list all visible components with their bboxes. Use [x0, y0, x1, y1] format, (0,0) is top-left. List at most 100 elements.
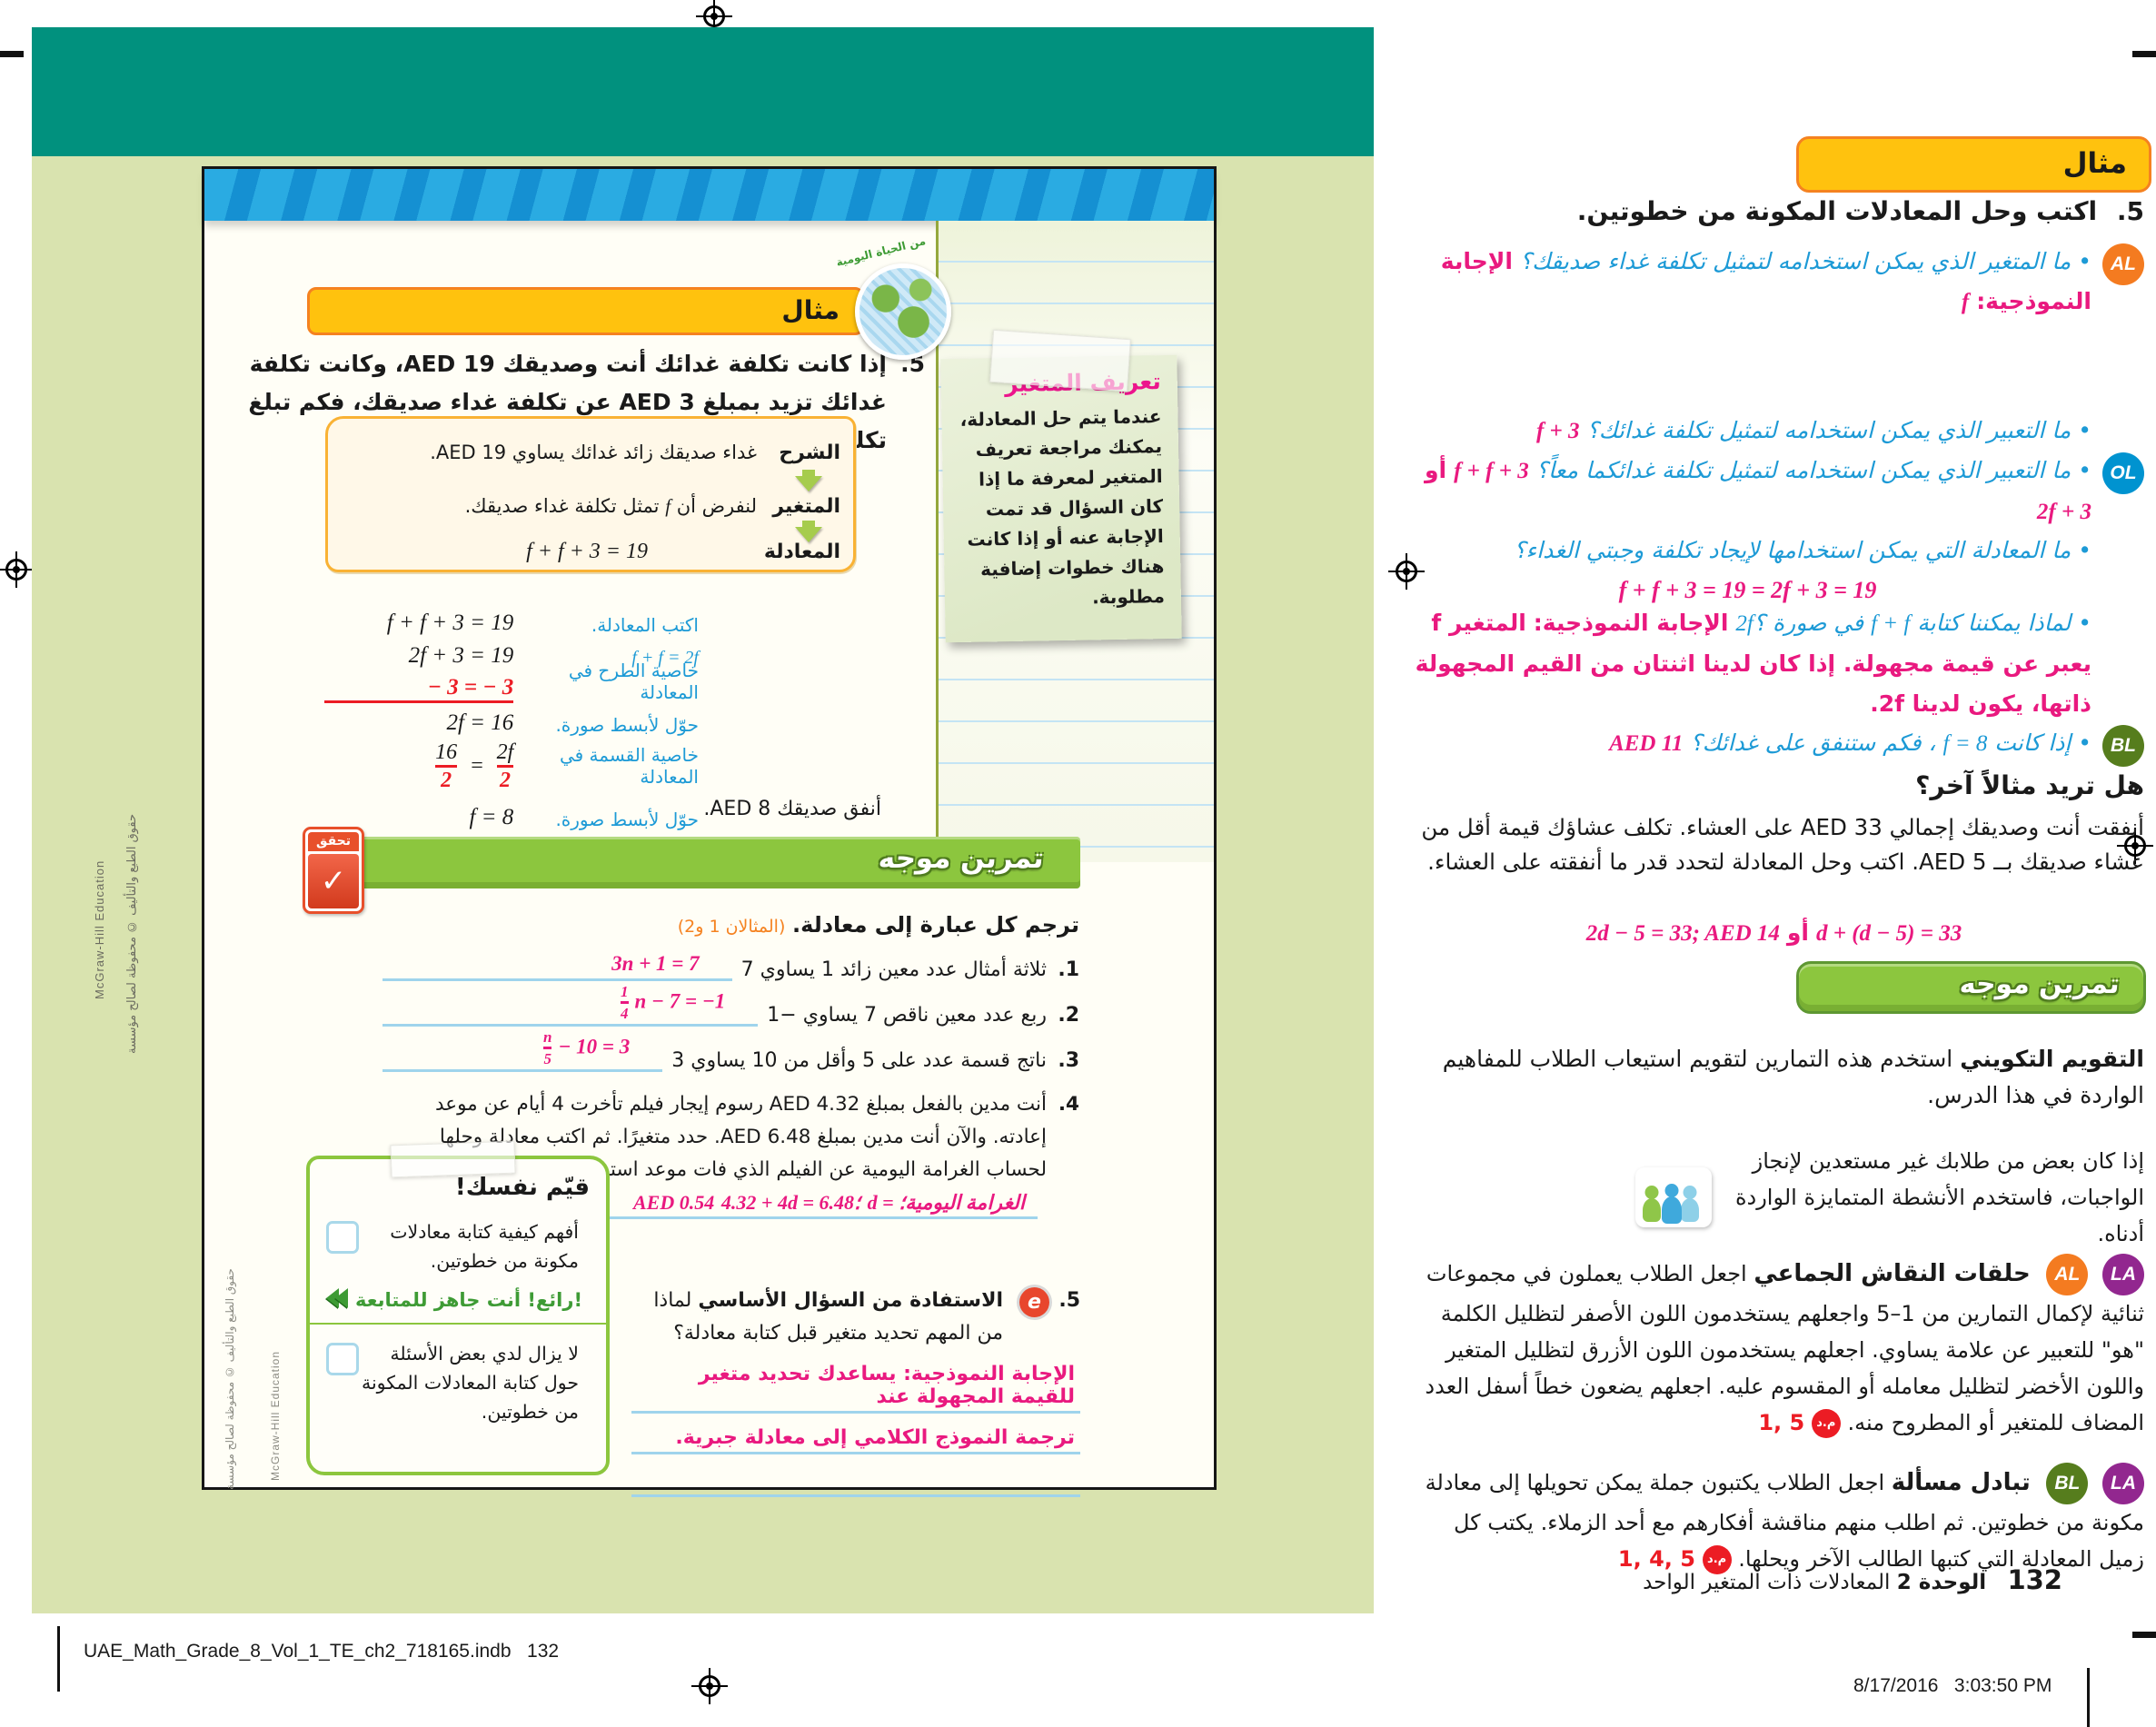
globe-icon [855, 263, 951, 360]
rate-option-1: أفهم كيفية كتابة معادلات مكونة من خطوتين… [390, 1221, 579, 1272]
step-note-math: f + f = 2f [631, 648, 699, 668]
bullet-question: ما التعبير الذي يمكن استخدامه لتمثيل تكل… [1586, 417, 2072, 443]
teacher-bullet-4: • ما المعادلة التي يمكن استخدامها لإيجاد… [1404, 531, 2144, 610]
student-example-title-box: مثال [307, 287, 864, 335]
teacher-bullet-3: OL • ما التعبير الذي يمكن استخدامه لتمثي… [1404, 451, 2144, 532]
exercise-number: 4. [1058, 1093, 1079, 1116]
teacher-bullet-5: • لماذا يمكننا كتابة f + f في صورة 2f؟ ا… [1415, 610, 2091, 717]
problem-text: إذا كانت تكلفة غدائك أنت وصديقك AED 19، … [248, 351, 887, 453]
registration-mark-icon [2121, 831, 2150, 860]
step-equation: 2f = 16 [446, 710, 514, 735]
bullet-question: ما المعادلة التي يمكن استخدامها لإيجاد ت… [1514, 537, 2072, 563]
model-label-words: الشرح [779, 441, 840, 464]
teacher-item-text: اكتب وحل المعادلات المكونة من خطوتين. [1576, 196, 2098, 226]
bullet-question: لماذا يمكننا كتابة [1917, 610, 2072, 636]
la-badge: LA [2102, 1254, 2144, 1295]
copyright-vertical-en: McGraw-Hill Education [269, 1350, 282, 1481]
activity-lead: تبادل مسألة [1891, 1469, 2031, 1496]
bullet-question: ما المتغير الذي يمكن استخدامه لتمثيل تكل… [1519, 248, 2072, 274]
trim-mark [2132, 51, 2156, 57]
teacher-guided-practice-box: تمرين موجه [1796, 961, 2146, 1014]
registration-mark-icon [700, 2, 729, 31]
al-badge: AL [2046, 1254, 2089, 1295]
teacher-item-number: 5. [2116, 196, 2144, 226]
exercise-answer-line1: الإجابة النموذجية: يساعدك تحديد متغير لل… [698, 1363, 1075, 1408]
student-page: من الحياة اليومية مثال 5. إذا كانت تكلفة… [202, 166, 1217, 1497]
unit-footer: 132 الوحدة 2 المعادلات ذات المتغير الواح… [1404, 1564, 2062, 1595]
rate-checkbox-understand[interactable] [326, 1221, 359, 1254]
model-equation: f + f + 3 = 19 [526, 539, 648, 563]
check-badge-label: تحقق [308, 832, 359, 851]
student-example-title: مثال [781, 295, 840, 325]
guided-practice-bar-title: تمرين موجه [877, 842, 1046, 875]
registration-mark-icon [695, 1672, 724, 1701]
exercise-answer-line2: ترجمة النموذج الكلامي إلى معادلة جبرية. [675, 1426, 1075, 1449]
teacher-bullet-2: • ما التعبير الذي يمكن استخدامه لتمثيل ت… [1535, 417, 2091, 443]
step-equation-division: 2f 2 = 16 2 [435, 739, 514, 792]
model-variable-text: لنفرض أن f تمثل تكلفة غداء صديقك. [464, 494, 757, 517]
readiness-note: إذا كان بعض من طلابك غير مستعدين لإنجاز … [1635, 1143, 2144, 1252]
model-words-text: غداء صديقك زائد غدائك يساوي AED 19. [430, 442, 757, 463]
teacher-guided-practice-title: تمرين موجه [1958, 968, 2121, 1000]
exercise-5: 5. e الاستفادة من السؤال الأساسي لماذا م… [631, 1285, 1080, 1497]
answer-line: ترجمة النموذج الكلامي إلى معادلة جبرية. [631, 1426, 1080, 1454]
top-teal-band [32, 27, 1374, 156]
model-label-variable: المتغير [772, 494, 840, 518]
arrow-down-icon [795, 470, 822, 491]
readiness-text: إذا كان بعض من طلابك غير مستعدين لإنجاز … [1734, 1148, 2144, 1246]
trim-mark [0, 51, 24, 57]
check-self-badge: تحقق ✓ [303, 827, 364, 914]
arrow-down-icon [795, 521, 822, 542]
activity-standards: 1, 4, 5 [1617, 1546, 1695, 1572]
bullet-answer-lead: الإجابة النموذجية: [1440, 248, 2091, 314]
tape-icon [989, 329, 1131, 392]
trim-mark [2087, 1668, 2090, 1727]
activity-problem-swap: LA BL تبادل مسألة اجعل الطلاب يكتبون جمل… [1404, 1463, 2144, 1577]
bullet-answer: المتغير f يعبر عن قيمة مجهولة. إذا كان ل… [1415, 610, 2091, 717]
formative-body: استخدم هذه التمارين لتقويم استيعاب الطلا… [1442, 1046, 2144, 1108]
copyright-vertical-ar: حقوق الطبع والتأليف © محفوظة لصالح مؤسسة [224, 1268, 236, 1490]
teacher-bullet-6: BL • إذا كانت f = 8 ، فكم ستنفق على غدائ… [1404, 723, 2144, 767]
exercise-number: 3. [1058, 1049, 1079, 1072]
teacher-example-title-box: مثال [1796, 136, 2151, 193]
teacher-item-5: 5. اكتب وحل المعادلات المكونة من خطوتين. [1404, 196, 2144, 226]
footer-unit-title: المعادلات ذات المتغير الواحد [1643, 1571, 1891, 1594]
exercise-text: لماذا من المهم تحديد متغير قبل كتابة معا… [653, 1289, 1003, 1345]
print-file-line: UAE_Math_Grade_8_Vol_1_TE_ch2_718165.ind… [84, 1641, 560, 1662]
exercise-text: ناتج قسمة عدد على 5 وأقل من 10 يساوي 3 [671, 1049, 1047, 1072]
la-badge: LA [2102, 1463, 2144, 1504]
bullet-answer: f + f + 3 = 19 = 2f + 3 = 19 [1618, 577, 1877, 603]
registration-mark-icon [1392, 557, 1421, 586]
exercise-number: 2. [1058, 1004, 1079, 1027]
bullet-answer: f + 3 [1535, 419, 1580, 443]
variable-definition-sticky-note: تعريف المتغير عندما يتم حل المعادلة، يمك… [940, 354, 1182, 643]
essential-question-icon: e [1019, 1287, 1049, 1317]
activity-body: اجعل الطلاب يكتبون جملة يمكن تحويلها إلى… [1425, 1470, 2144, 1572]
model-label-equation: المعادلة [763, 540, 840, 563]
step-note: حوّل لأبسط صورة. [555, 714, 699, 736]
exercise-text: ربع عدد معين ناقص 7 يساوي −1 [767, 1004, 1047, 1027]
word-model-box: الشرح غداء صديقك زائد غدائك يساوي AED 19… [325, 416, 856, 572]
checkmark-icon: ✓ [308, 854, 359, 908]
teacher-example-title: مثال [2062, 147, 2127, 180]
page-top-banner [204, 169, 1214, 221]
another-example-body: أنفقت أنت وصديقك إجمالي AED 33 على العشا… [1421, 814, 2144, 875]
divider [310, 1323, 606, 1325]
exercise-lead: الاستفادة من السؤال الأساسي [698, 1289, 1003, 1312]
rate-checkbox-questions[interactable] [326, 1343, 359, 1375]
exercise-number: 1. [1058, 958, 1079, 981]
standard-tag-badge: م.د [1811, 1409, 1841, 1438]
solution-conclusion: أنفق صديقك AED 8. [703, 798, 881, 820]
bullet-answer: 2f + 3 [2036, 500, 2091, 524]
ol-badge: OL [2102, 452, 2144, 494]
trim-mark [2132, 1632, 2156, 1638]
activity-standards: 1, 5 [1758, 1410, 1805, 1435]
bullet-answer-or: أو [1425, 457, 1447, 483]
exercise-3: 3. ناتج قسمة عدد على 5 وأقل من 10 يساوي … [383, 1028, 1079, 1072]
step-equation: f = 8 [469, 805, 514, 829]
problem-5: 5. إذا كانت تكلفة غدائك أنت وصديقك AED 1… [248, 345, 925, 460]
problem-number: 5. [900, 351, 925, 377]
step-note: اكتب المعادلة. [591, 614, 699, 636]
